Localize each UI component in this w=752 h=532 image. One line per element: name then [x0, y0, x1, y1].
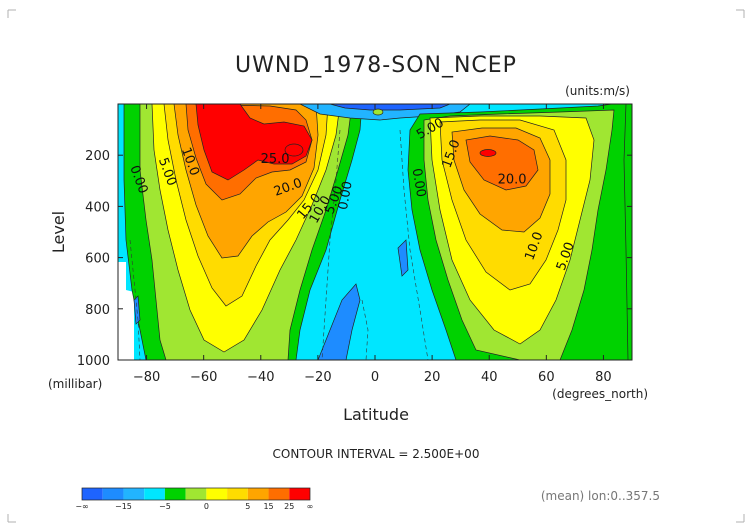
x-tick-label: 40 — [481, 370, 498, 385]
y-tick-label: 1000 — [77, 354, 110, 369]
nh-contour-25 — [465, 135, 539, 191]
y-tick-label: 800 — [85, 303, 110, 318]
x-axis-label: Latitude — [343, 405, 409, 424]
colorbar-label: −5 — [159, 502, 171, 511]
colorbar-label: −15 — [115, 502, 132, 511]
neg-contour-3 — [361, 299, 369, 360]
contour-interval-note: CONTOUR INTERVAL = 2.500E+00 — [273, 447, 480, 461]
colorbar-label: ∞ — [307, 502, 314, 511]
x-tick-label: −80 — [133, 370, 160, 385]
x-tick-label: −20 — [304, 370, 331, 385]
colorbar-swatch — [247, 488, 269, 500]
tropical-easterly-blob — [317, 283, 361, 360]
contour-label: 0.00 — [336, 180, 356, 211]
contour-label: 0.00 — [409, 167, 429, 198]
mean-note: (mean) lon:0..357.5 — [541, 489, 660, 503]
x-tick-label: 60 — [538, 370, 555, 385]
neg-contour-1 — [321, 129, 341, 360]
missing-data-region — [118, 262, 134, 360]
nh-jet-max — [479, 149, 497, 157]
x-tick-label: 20 — [424, 370, 441, 385]
strat-westerly-spot — [372, 108, 384, 116]
colorbar-swatch — [102, 488, 124, 500]
neg-contour-2 — [399, 129, 429, 360]
units-label: (units:m/s) — [565, 84, 630, 98]
chart-title: UWND_1978-SON_NCEP — [235, 53, 517, 78]
colorbar-swatch — [206, 488, 228, 500]
sh-jet-core — [195, 104, 313, 181]
x-tick-label: 0 — [371, 370, 379, 385]
colorbar-label: 15 — [263, 502, 273, 511]
colorbar-swatch — [144, 488, 165, 500]
sh-jet-max — [284, 143, 304, 157]
y-tick-label: 600 — [85, 252, 110, 267]
colorbar-swatch — [289, 488, 310, 500]
colorbar-swatch — [227, 488, 248, 500]
y-tick-label: 200 — [85, 149, 110, 164]
colorbar-swatch — [185, 488, 207, 500]
contour-label: 25.0 — [261, 152, 290, 167]
colorbar-label: 25 — [284, 502, 294, 511]
x-tick-label: −40 — [247, 370, 274, 385]
contour-field — [118, 104, 632, 360]
np-westerly-edge — [623, 104, 632, 360]
neg-contour-4 — [129, 239, 141, 360]
colorbar-label: 0 — [204, 502, 209, 511]
colorbar-swatch — [164, 488, 186, 500]
y-axis-label: Level — [49, 211, 68, 253]
y-tick-label: 400 — [85, 200, 110, 215]
colorbar-swatch — [123, 488, 145, 500]
x-tick-label: 80 — [595, 370, 612, 385]
colorbar-frame — [81, 487, 311, 501]
contour-label: 20.0 — [498, 172, 527, 187]
colorbar-label: −∞ — [75, 502, 88, 511]
colorbar-swatch — [82, 488, 103, 500]
colorbar-label: 5 — [245, 502, 250, 511]
x-tick-label: −60 — [190, 370, 217, 385]
strat-easterly-core — [329, 104, 451, 111]
x-unit-label: (degrees_north) — [552, 387, 648, 401]
colorbar-swatch — [268, 488, 290, 500]
tropical-easterly-blob-2 — [397, 239, 409, 277]
y-unit-label: (millibar) — [48, 377, 102, 391]
